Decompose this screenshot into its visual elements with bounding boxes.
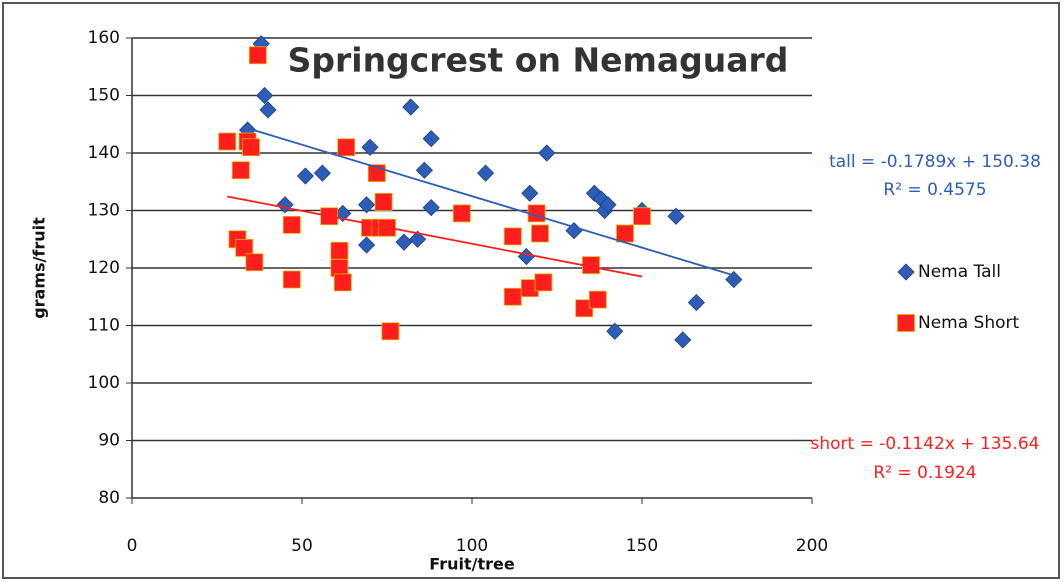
trendline-equation: short = -0.1142x + 135.64	[811, 434, 1040, 454]
data-point	[477, 164, 495, 182]
data-point	[248, 46, 267, 65]
data-point	[534, 273, 553, 292]
data-point	[531, 224, 549, 243]
data-point	[242, 138, 260, 157]
data-point	[282, 215, 301, 234]
trendline-r2: R² = 0.4575	[883, 180, 986, 200]
y-tick-label: 140	[88, 143, 120, 163]
data-point	[633, 207, 651, 226]
x-tick-label: 50	[291, 536, 313, 556]
y-axis-label: grams/fruit	[30, 217, 49, 319]
data-point	[606, 322, 624, 340]
y-tick-label: 90	[98, 431, 120, 451]
data-point	[599, 196, 617, 214]
data-point	[218, 132, 237, 151]
data-point	[374, 192, 393, 211]
data-point	[313, 164, 331, 182]
data-point	[282, 270, 301, 289]
y-tick-label: 150	[88, 86, 120, 106]
data-point	[259, 101, 277, 119]
data-point	[415, 161, 433, 179]
legend-marker	[897, 314, 915, 332]
data-point	[725, 270, 743, 289]
data-point	[409, 230, 427, 248]
data-point	[667, 207, 685, 225]
data-point	[330, 241, 349, 260]
x-tick-label: 0	[127, 536, 138, 556]
data-point	[358, 196, 376, 214]
legend-label: Nema Short	[918, 313, 1020, 333]
y-tick-label: 160	[88, 28, 120, 48]
y-tick-label: 120	[88, 258, 120, 278]
y-tick-label: 100	[88, 373, 120, 393]
y-tick-label: 110	[88, 316, 120, 336]
data-point	[402, 98, 420, 116]
data-point	[422, 199, 440, 217]
trendline-equation: tall = -0.1789x + 150.38	[829, 152, 1041, 172]
x-axis-label: Fruit/tree	[429, 555, 515, 574]
legend-marker	[897, 263, 915, 281]
data-point	[503, 227, 522, 246]
x-tick-label: 100	[456, 536, 488, 556]
data-point	[245, 253, 264, 272]
data-point	[256, 86, 274, 105]
data-point	[452, 204, 471, 223]
legend-label: Nema Tall	[918, 262, 1001, 282]
data-point	[503, 287, 522, 306]
data-point	[358, 236, 376, 254]
data-point	[588, 290, 607, 309]
data-point	[333, 273, 352, 292]
data-point	[422, 130, 440, 148]
x-tick-label: 150	[626, 536, 658, 556]
trendline-r2: R² = 0.1924	[873, 463, 976, 483]
data-point	[521, 184, 539, 202]
y-tick-label: 130	[88, 201, 120, 221]
data-point	[337, 138, 356, 157]
y-tick-label: 80	[98, 488, 120, 508]
data-point	[361, 138, 379, 156]
data-point	[296, 167, 314, 185]
data-point	[538, 144, 556, 162]
trendline	[227, 195, 643, 278]
data-point	[616, 224, 634, 243]
data-point	[687, 293, 705, 312]
chart-title: Springcrest on Nemaguard	[288, 41, 789, 80]
data-point	[231, 161, 250, 180]
trendline	[243, 126, 735, 277]
x-tick-label: 200	[796, 536, 828, 556]
data-point	[235, 238, 254, 257]
data-point	[674, 331, 692, 349]
data-point	[381, 322, 400, 341]
